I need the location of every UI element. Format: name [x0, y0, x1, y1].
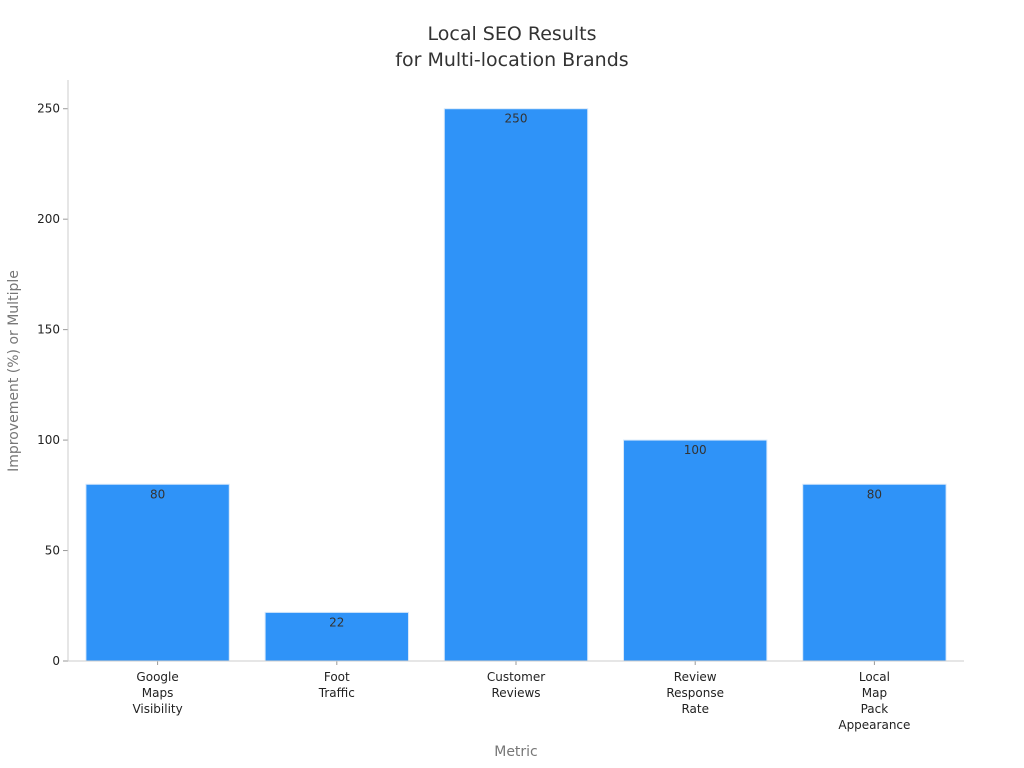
- y-tick-label: 0: [52, 654, 60, 668]
- x-tick-label: Customer Reviews: [487, 670, 545, 700]
- y-tick-label: 50: [45, 544, 60, 558]
- y-tick-label: 100: [37, 433, 60, 447]
- y-tick-label: 200: [37, 212, 60, 226]
- bar-value-label: 80: [867, 487, 882, 501]
- y-tick-label: 250: [37, 102, 60, 116]
- y-axis-label: Improvement (%) or Multiple: [6, 270, 22, 472]
- y-tick-label: 150: [37, 323, 60, 337]
- bar-value-label: 100: [684, 443, 707, 457]
- chart-title-line-1: Local SEO Results: [428, 23, 597, 45]
- bar: [802, 483, 947, 662]
- bar: [443, 108, 589, 662]
- x-axis-label: Metric: [494, 744, 538, 760]
- bar: [623, 439, 768, 662]
- bar-value-label: 250: [505, 112, 528, 126]
- bar-value-label: 80: [150, 487, 165, 501]
- bar: [85, 483, 230, 662]
- x-tick-label: Foot Traffic: [318, 670, 355, 700]
- x-tick-label: Local Map Pack Appearance: [838, 670, 910, 732]
- x-tick-label: Review Response Rate: [666, 670, 724, 716]
- x-tick-label: Google Maps Visibility: [132, 670, 182, 716]
- bar-value-label: 22: [329, 615, 344, 629]
- plot-area: 0 50 100 150 200 250 80 Google Maps Visibility 22 F…: [37, 102, 947, 732]
- chart-title-line-2: for Multi-location Brands: [395, 49, 628, 71]
